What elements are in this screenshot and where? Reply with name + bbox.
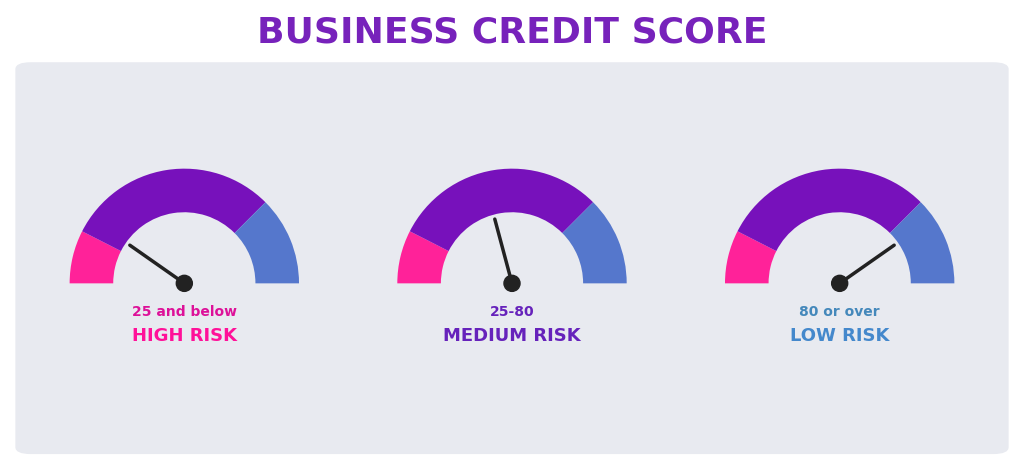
Text: MEDIUM RISK: MEDIUM RISK bbox=[443, 327, 581, 345]
Wedge shape bbox=[70, 231, 121, 284]
Text: 25 and below: 25 and below bbox=[132, 305, 237, 319]
Wedge shape bbox=[737, 169, 921, 251]
Text: HIGH RISK: HIGH RISK bbox=[132, 327, 237, 345]
Wedge shape bbox=[397, 231, 449, 284]
Text: 80 or over: 80 or over bbox=[800, 305, 880, 319]
Text: LOW RISK: LOW RISK bbox=[790, 327, 890, 345]
Wedge shape bbox=[890, 202, 954, 284]
Wedge shape bbox=[725, 231, 776, 284]
Circle shape bbox=[831, 275, 848, 291]
Text: 25-80: 25-80 bbox=[489, 305, 535, 319]
Wedge shape bbox=[234, 202, 299, 284]
Text: BUSINESS CREDIT SCORE: BUSINESS CREDIT SCORE bbox=[257, 15, 767, 49]
Wedge shape bbox=[410, 169, 593, 251]
Wedge shape bbox=[562, 202, 627, 284]
Circle shape bbox=[504, 275, 520, 291]
Wedge shape bbox=[82, 169, 265, 251]
Circle shape bbox=[176, 275, 193, 291]
FancyBboxPatch shape bbox=[15, 62, 1009, 454]
